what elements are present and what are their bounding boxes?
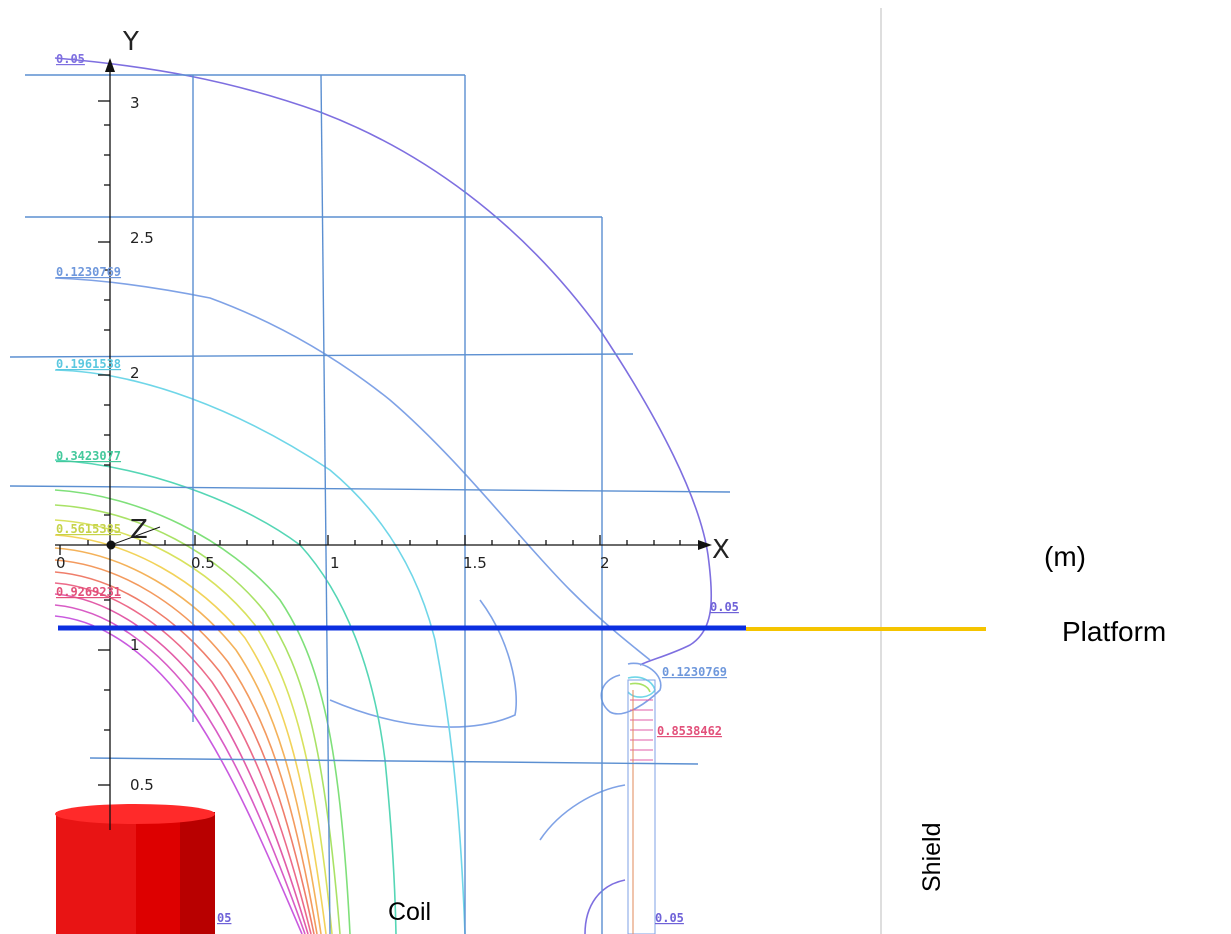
contour-label: 0.1230769: [56, 265, 121, 279]
contour-bottom-right: [584, 879, 626, 934]
contour-0-926: [54, 593, 309, 934]
contour-bottom-mid: [539, 784, 626, 841]
contour-0-85: [54, 571, 315, 934]
contour-0-561: [54, 489, 351, 934]
contour-shield-0-123: [600, 662, 662, 715]
platform-label: Platform: [1062, 616, 1166, 647]
contour-label: 0.1961538: [56, 357, 121, 371]
contour-0-196: [54, 369, 466, 934]
contour-lines: [54, 57, 713, 934]
contour-0-342: [54, 459, 397, 934]
x-tick-label: 0.5: [191, 554, 215, 572]
y-axis-letter: Y: [122, 27, 139, 57]
shield-contour-stack: [627, 679, 656, 934]
contour-0-97: [54, 615, 303, 934]
contour-0-123: [54, 277, 651, 661]
contour-label: 0.3423077: [56, 449, 121, 463]
contour-0-7: [54, 534, 327, 934]
contour-label: 0.05: [56, 52, 85, 66]
axes: [55, 58, 712, 830]
contour-label: 0.5615385: [56, 522, 121, 536]
y-axis-arrow: [105, 58, 115, 72]
contour-label: 0.05: [655, 911, 684, 925]
contour-0-6: [54, 504, 341, 934]
contour-0-9: [54, 582, 312, 934]
y-tick-label: 3: [130, 94, 140, 112]
units-label: (m): [1044, 541, 1086, 572]
contour-0-05: [54, 57, 713, 666]
contour-label: 0.05: [710, 600, 739, 614]
shield-label: Shield: [918, 823, 946, 893]
coil-label: Coil: [388, 898, 431, 926]
contour-0-75: [54, 547, 322, 934]
contour-label: 05: [217, 911, 231, 925]
grid-lines: [9, 74, 731, 934]
contour-label: 0.8538462: [657, 724, 722, 738]
x-tick-label: 2: [600, 554, 610, 572]
z-axis-letter: Z: [130, 515, 148, 545]
y-tick-label: 1: [130, 636, 140, 654]
x-tick-label: 1.5: [463, 554, 487, 572]
y-tick-label: 2: [130, 364, 140, 382]
x-tick-label: 0: [56, 554, 66, 572]
coil-cylinder: [55, 804, 215, 934]
contour-label: 0.1230769: [662, 665, 727, 679]
contour-label: 0.9269231: [56, 585, 121, 599]
contour-shield-inner2: [629, 682, 651, 693]
contour-0-8: [54, 559, 318, 934]
contour-0-123-lower: [329, 599, 518, 728]
y-tick-label: 0.5: [130, 776, 154, 794]
y-tick-label: 2.5: [130, 229, 154, 247]
x-axis-arrow: [698, 540, 712, 550]
x-tick-label: 1: [330, 554, 340, 572]
x-axis-letter: X: [712, 535, 730, 565]
